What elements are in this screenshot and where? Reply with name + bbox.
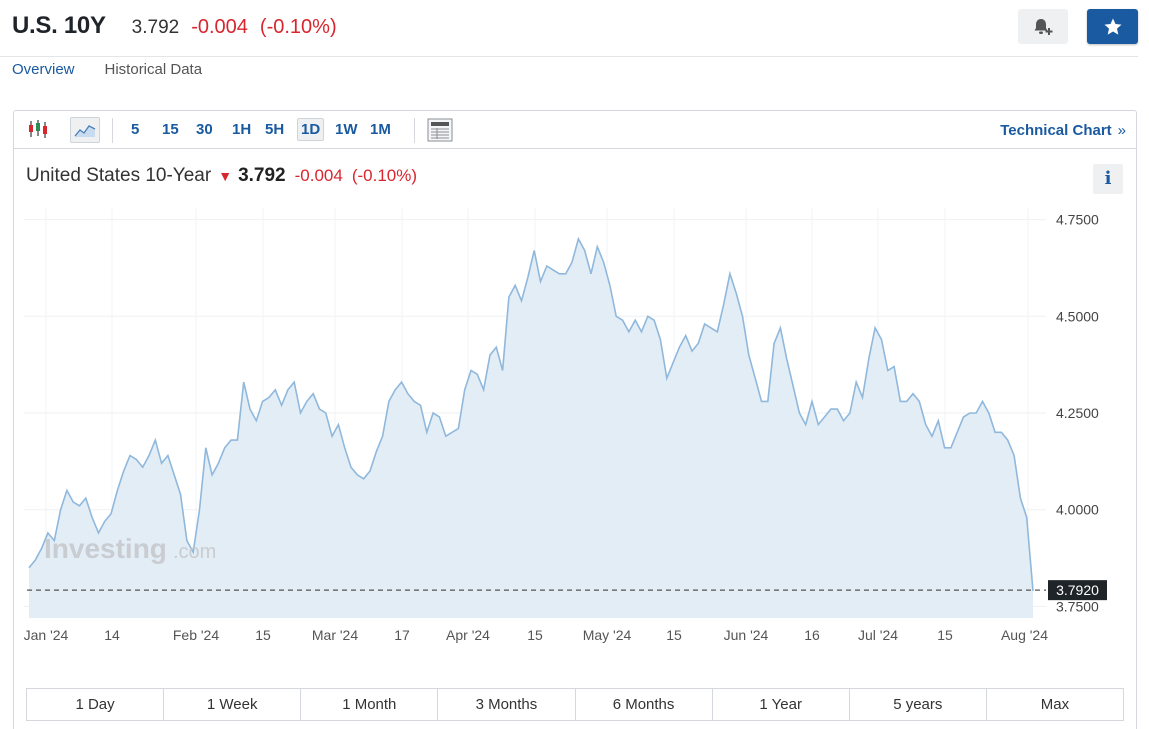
y-tick-label: 4.5000 — [1056, 308, 1099, 324]
x-tick-label: 15 — [666, 627, 682, 643]
timeframe-1h[interactable]: 1H — [232, 121, 252, 138]
timeframe-5[interactable]: 5 — [131, 121, 140, 138]
star-icon — [1104, 18, 1121, 35]
timeframe-1w[interactable]: 1W — [335, 121, 358, 138]
area-chart-toggle[interactable] — [70, 117, 100, 143]
chart-instrument-name: United States 10-Year — [26, 165, 212, 186]
chart-change-pct: (-0.10%) — [351, 166, 417, 185]
range-5-years[interactable]: 5 years — [850, 689, 987, 720]
chart-price: 3.792 — [238, 165, 286, 186]
header-price: 3.792 — [131, 17, 180, 38]
range-1-day[interactable]: 1 Day — [27, 689, 165, 720]
range-max[interactable]: Max — [1040, 696, 1070, 713]
add-watchlist-button[interactable] — [1087, 9, 1138, 44]
x-tick-label: 15 — [937, 627, 953, 643]
symbol-title: U.S. 10Y — [12, 12, 106, 39]
x-tick-label: Jun '24 — [724, 627, 769, 643]
area-chart-icon — [74, 125, 96, 137]
x-axis: Jan '24 14 Feb '24 15 Mar '24 17 Apr '24 15 May … — [24, 627, 1049, 643]
sub-nav: Overview Historical Data — [12, 61, 202, 78]
timeframe-1d[interactable]: 1D — [297, 118, 325, 141]
y-tick-label: 4.7500 — [1056, 212, 1099, 228]
y-tick-label: 3.7500 — [1056, 598, 1099, 614]
timeframe-15[interactable]: 15 — [162, 121, 179, 138]
bell-plus-icon — [1034, 18, 1053, 35]
y-tick-label: 4.0000 — [1056, 502, 1099, 518]
technical-chart-label: Technical Chart — [1000, 122, 1112, 139]
timeframe-30[interactable]: 30 — [196, 121, 213, 138]
toolbar-divider — [112, 118, 113, 143]
x-tick-label: May '24 — [583, 627, 632, 643]
chart-series-line — [28, 236, 1034, 591]
last-price-marker: 3.7920 — [1048, 580, 1107, 601]
x-tick-label: Jan '24 — [24, 627, 69, 643]
last-price-label: 3.7920 — [1056, 582, 1099, 598]
candlestick-icon[interactable] — [27, 119, 49, 139]
y-axis: 3.7500 4.0000 4.2500 4.5000 4.7500 — [1056, 212, 1099, 615]
range-1-year[interactable]: 1 Year — [713, 689, 850, 720]
double-chevron-right-icon: » — [1117, 122, 1126, 139]
x-tick-label: Feb '24 — [173, 627, 219, 643]
quote-header: U.S. 10Y 3.792 -0.004 (-0.10%) — [12, 12, 337, 44]
chart-change: -0.004 — [294, 166, 343, 185]
x-tick-label: Jul '24 — [858, 627, 898, 643]
header-change-pct: (-0.10%) — [259, 16, 337, 38]
x-tick-label: 14 — [104, 627, 120, 643]
last-price-box — [1048, 580, 1107, 601]
header-change: -0.004 — [191, 16, 248, 38]
nav-divider — [0, 56, 1138, 57]
range-1-week[interactable]: 1 Week — [164, 689, 302, 720]
x-tick-label: 15 — [255, 627, 271, 643]
x-tick-label: Apr '24 — [446, 627, 490, 643]
x-tick-label: 15 — [527, 627, 543, 643]
chart-toolbar: 5 15 30 1H 5H 1D 1W 1M Technical Chart » — [14, 111, 1136, 149]
tab-overview[interactable]: Overview — [12, 61, 75, 78]
x-tick-label: Mar '24 — [312, 627, 358, 643]
range-6-months[interactable]: 6 Months — [576, 689, 713, 720]
investing-watermark-suffix: .com — [173, 541, 216, 563]
range-1-month[interactable]: 1 Month — [301, 689, 439, 720]
x-tick-label: 16 — [804, 627, 820, 643]
timeframe-1m[interactable]: 1M — [370, 121, 391, 138]
chart-area-fill — [29, 238, 1033, 618]
investing-watermark: Investing — [44, 533, 167, 564]
technical-chart-link[interactable]: Technical Chart » — [1000, 122, 1126, 139]
timeframe-5h[interactable]: 5H — [265, 121, 285, 138]
down-arrow-icon: ▼ — [218, 168, 233, 184]
chart-title: United States 10-Year ▼ 3.792 -0.004 (-0… — [26, 165, 417, 187]
tab-historical-data[interactable]: Historical Data — [104, 61, 203, 78]
info-button[interactable]: i — [1093, 164, 1123, 194]
add-alert-button[interactable] — [1018, 9, 1068, 44]
x-tick-label: Aug '24 — [1001, 627, 1048, 643]
y-tick-label: 4.2500 — [1056, 405, 1099, 421]
toolbar-divider — [414, 118, 415, 143]
range-3-months[interactable]: 3 Months — [438, 689, 576, 720]
chart-panel: 5 15 30 1H 5H 1D 1W 1M Technical Chart» … — [13, 110, 1137, 729]
time-range-selector: 1 Day 1 Week 1 Month 3 Months 6 Months 1… — [26, 688, 1124, 721]
x-tick-label: 17 — [394, 627, 410, 643]
table-icon[interactable] — [427, 118, 453, 142]
